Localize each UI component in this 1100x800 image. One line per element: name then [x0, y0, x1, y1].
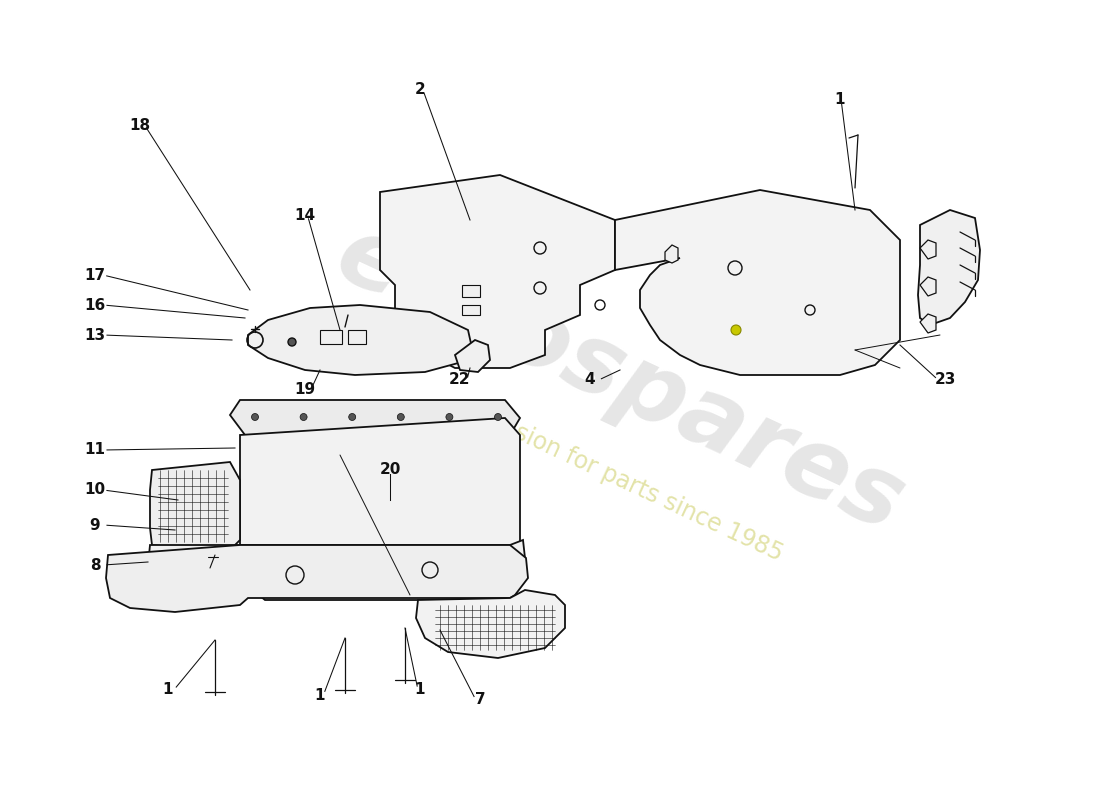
- Bar: [462, 305, 480, 315]
- Text: 11: 11: [85, 442, 106, 458]
- Polygon shape: [150, 462, 240, 552]
- Text: 18: 18: [130, 118, 151, 133]
- Text: 19: 19: [295, 382, 316, 398]
- Polygon shape: [455, 340, 490, 372]
- Polygon shape: [416, 590, 565, 658]
- Polygon shape: [920, 314, 936, 333]
- Text: 4: 4: [585, 373, 595, 387]
- Text: 14: 14: [295, 207, 316, 222]
- Polygon shape: [918, 210, 980, 325]
- Text: 2: 2: [415, 82, 426, 98]
- Bar: [320, 330, 342, 344]
- Text: 1: 1: [835, 93, 845, 107]
- Polygon shape: [920, 277, 936, 296]
- Text: 1: 1: [163, 682, 174, 698]
- Polygon shape: [240, 418, 520, 600]
- Polygon shape: [379, 175, 615, 368]
- Polygon shape: [148, 540, 525, 572]
- Text: 10: 10: [85, 482, 106, 498]
- Circle shape: [732, 325, 741, 335]
- Text: 7: 7: [475, 693, 485, 707]
- Circle shape: [495, 414, 502, 421]
- Text: 9: 9: [90, 518, 100, 533]
- Text: 1: 1: [415, 682, 426, 698]
- Text: 13: 13: [85, 327, 106, 342]
- Polygon shape: [248, 305, 472, 375]
- Text: 23: 23: [934, 373, 956, 387]
- Text: 20: 20: [379, 462, 400, 478]
- Circle shape: [349, 414, 355, 421]
- Circle shape: [446, 414, 453, 421]
- Text: 16: 16: [85, 298, 106, 313]
- Text: eurospares: eurospares: [321, 208, 918, 552]
- Bar: [348, 330, 366, 344]
- Circle shape: [288, 338, 296, 346]
- Circle shape: [397, 414, 405, 421]
- Bar: [462, 285, 480, 297]
- Text: 22: 22: [449, 373, 471, 387]
- Polygon shape: [106, 545, 528, 612]
- Text: 17: 17: [85, 267, 106, 282]
- Text: 8: 8: [90, 558, 100, 573]
- Polygon shape: [615, 190, 900, 375]
- Text: 1: 1: [315, 687, 326, 702]
- Polygon shape: [666, 245, 678, 263]
- Text: a passion for parts since 1985: a passion for parts since 1985: [453, 394, 786, 566]
- Circle shape: [252, 414, 258, 421]
- Polygon shape: [230, 400, 520, 435]
- Polygon shape: [920, 240, 936, 259]
- Circle shape: [300, 414, 307, 421]
